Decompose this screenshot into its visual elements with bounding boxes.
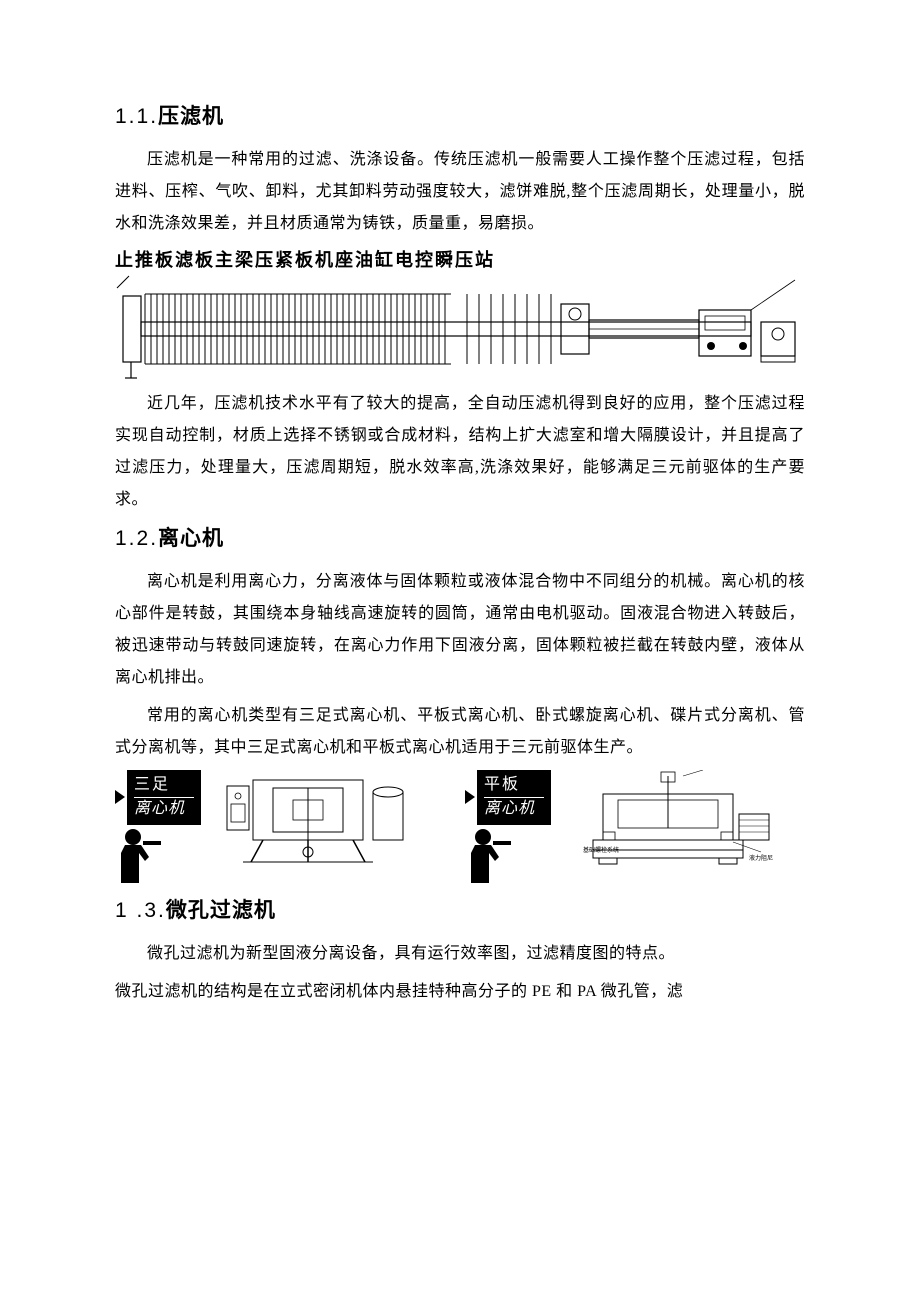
section3-paragraph-2: 微孔过滤机的结构是在立式密闭机体内悬挂特种高分子的 PE 和 PA 微孔管，滤 — [115, 976, 805, 1008]
heading-text: 微孔过滤机 — [166, 899, 276, 922]
section1-paragraph-2: 近几年，压滤机技术水平有了较大的提高，全自动压滤机得到良好的应用，整个压滤过程实… — [115, 388, 805, 516]
heading-1-1: 1.1.压滤机 — [115, 100, 805, 130]
section1-paragraph-1: 压滤机是一种常用的过滤、洗涤设备。传统压滤机一般需要人工操作整个压滤过程，包括进… — [115, 144, 805, 240]
sign2-line2: 离心机 — [484, 799, 544, 820]
sign-board-1: 三足 离心机 — [127, 770, 201, 825]
flat-centrifuge-diagram: 基础螺栓系统 液力阻尼 — [573, 770, 805, 871]
pointer-icon — [115, 790, 125, 804]
section2-paragraph-2: 常用的离心机类型有三足式离心机、平板式离心机、卧式螺旋离心机、碟片式分离机、管式… — [115, 700, 805, 764]
figure1-label-line: 止推板滤板主梁压紧板机座油缸电控瞬压站 — [115, 246, 805, 272]
person-icon — [115, 827, 165, 883]
svg-text:基础螺栓系统: 基础螺栓系统 — [583, 846, 619, 854]
heading-number: 1.2. — [115, 527, 158, 550]
heading-number: 1 .3. — [115, 899, 166, 922]
heading-number: 1.1. — [115, 105, 158, 128]
sign1-line2: 离心机 — [134, 799, 194, 820]
person-icon — [465, 827, 515, 883]
sign2-line1: 平板 — [484, 775, 544, 798]
sign-tripod-centrifuge: 三足 离心机 — [115, 770, 213, 888]
sign-flat-centrifuge: 平板 离心机 — [465, 770, 563, 888]
sign1-line1: 三足 — [134, 775, 194, 798]
document-page: 1.1.压滤机 压滤机是一种常用的过滤、洗涤设备。传统压滤机一般需要人工操作整个… — [0, 0, 920, 1074]
heading-1-3: 1 .3.微孔过滤机 — [115, 894, 805, 924]
heading-text: 压滤机 — [158, 105, 224, 128]
heading-1-2: 1.2.离心机 — [115, 522, 805, 552]
figure-centrifuges: 三足 离心机 — [115, 770, 805, 888]
figure-filter-press — [115, 274, 805, 384]
section2-paragraph-1: 离心机是利用离心力，分离液体与固体颗粒或液体混合物中不同组分的机械。离心机的核心… — [115, 566, 805, 694]
filter-press-svg — [115, 274, 805, 384]
heading-text: 离心机 — [158, 527, 224, 550]
section3-paragraph-1: 微孔过滤机为新型固液分离设备，具有运行效率图，过滤精度图的特点。 — [115, 938, 805, 970]
sign-board-2: 平板 离心机 — [477, 770, 551, 825]
pointer-icon — [465, 790, 475, 804]
svg-text:液力阻尼: 液力阻尼 — [749, 854, 773, 862]
tripod-centrifuge-diagram — [223, 770, 455, 871]
